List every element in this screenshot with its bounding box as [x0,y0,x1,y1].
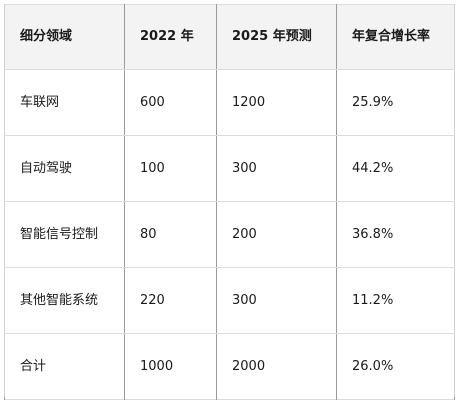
cell-2025: 300 [216,135,337,202]
bottom-tick-mark [336,397,337,400]
market-table-container: 细分领域 2022 年 2025 年预测 年复合增长率 车联网 600 1200… [4,4,455,400]
cell-cagr: 44.2% [336,135,455,202]
bottom-tick-mark [216,397,217,400]
cell-2022: 80 [124,201,217,268]
cell-segment: 自动驾驶 [4,135,125,202]
bottom-tick-mark [124,397,125,400]
table-header-row: 细分领域 2022 年 2025 年预测 年复合增长率 [4,4,455,70]
cell-cagr: 26.0% [336,333,455,400]
cell-2022: 100 [124,135,217,202]
cell-segment: 车联网 [4,69,125,136]
bottom-tick-mark [454,397,455,400]
cell-cagr: 36.8% [336,201,455,268]
table-row: 车联网 600 1200 25.9% [4,69,455,136]
header-2025-forecast: 2025 年预测 [216,4,337,70]
header-segment: 细分领域 [4,4,125,70]
cell-cagr: 25.9% [336,69,455,136]
cell-2025: 300 [216,267,337,334]
cell-2025: 200 [216,201,337,268]
table-row: 自动驾驶 100 300 44.2% [4,135,455,202]
bottom-tick-mark [4,397,5,400]
cell-2022: 220 [124,267,217,334]
table-row-total: 合计 1000 2000 26.0% [4,333,455,400]
cell-segment: 合计 [4,333,125,400]
cell-2025: 2000 [216,333,337,400]
cell-segment: 智能信号控制 [4,201,125,268]
cell-cagr: 11.2% [336,267,455,334]
cell-2025: 1200 [216,69,337,136]
header-2022: 2022 年 [124,4,217,70]
cell-2022: 600 [124,69,217,136]
table-row: 智能信号控制 80 200 36.8% [4,201,455,268]
header-cagr: 年复合增长率 [336,4,455,70]
cell-segment: 其他智能系统 [4,267,125,334]
table-row: 其他智能系统 220 300 11.2% [4,267,455,334]
market-forecast-table: 细分领域 2022 年 2025 年预测 年复合增长率 车联网 600 1200… [4,4,455,400]
cell-2022: 1000 [124,333,217,400]
